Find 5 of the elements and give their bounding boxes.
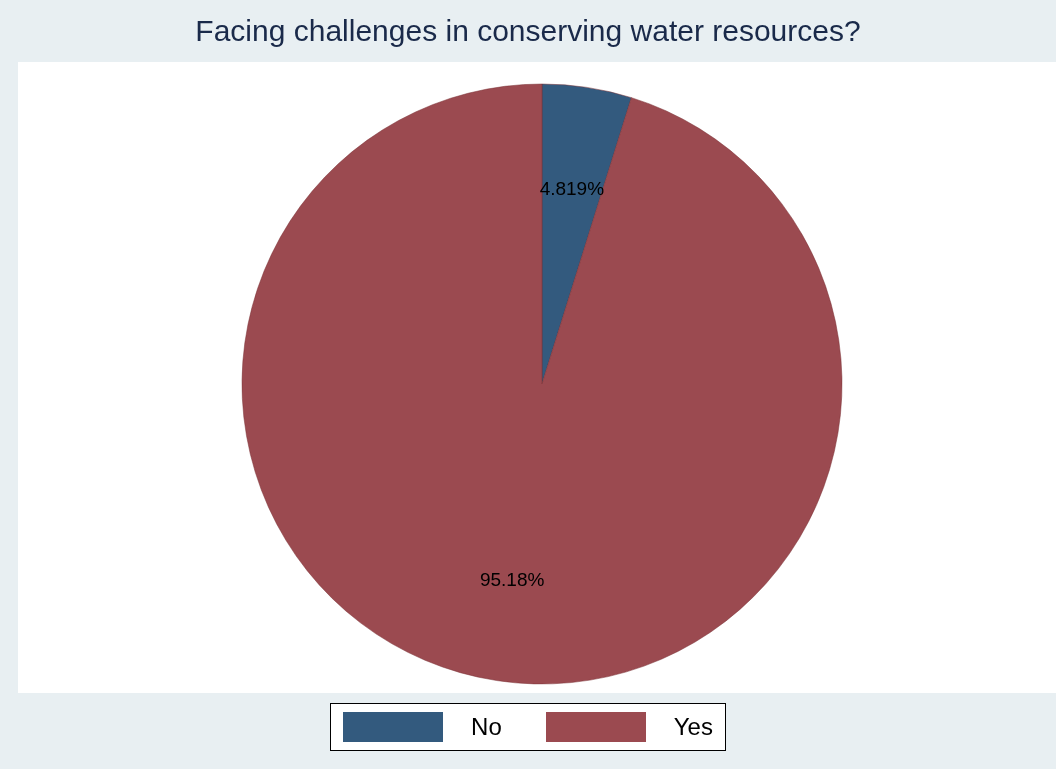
- legend-label: Yes: [673, 713, 713, 741]
- chart-title: Facing challenges in conserving water resources?: [194, 14, 862, 48]
- data-label: 95.18%: [479, 569, 545, 591]
- legend-label: No: [471, 713, 502, 741]
- pie-slice: [242, 83, 843, 685]
